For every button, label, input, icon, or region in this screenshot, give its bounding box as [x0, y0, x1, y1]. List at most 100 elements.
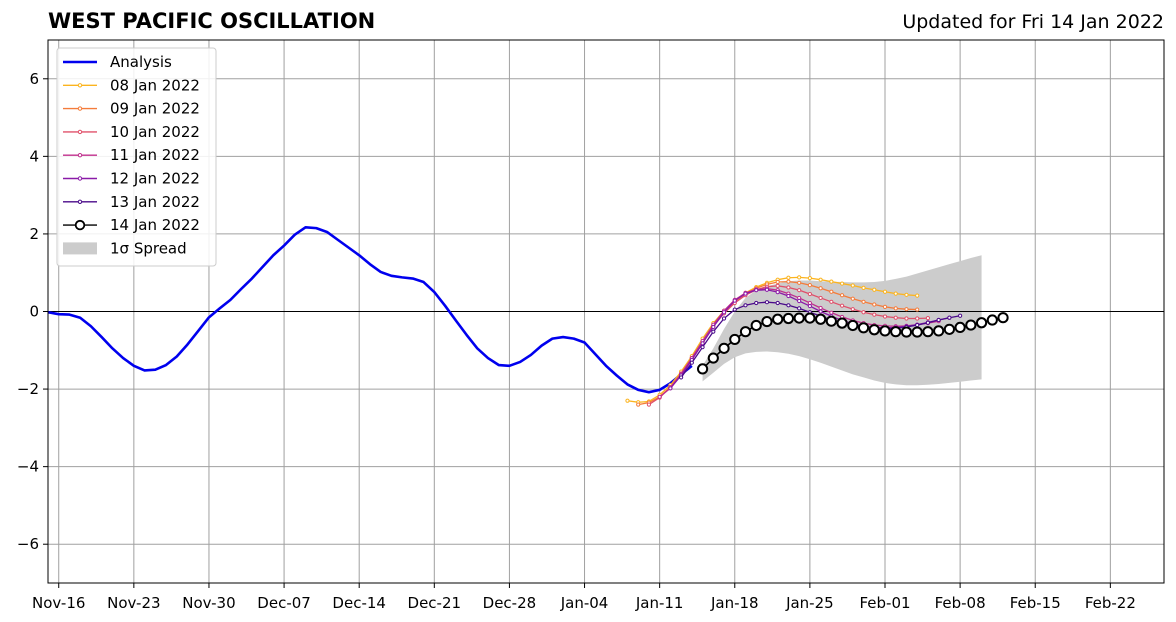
x-tick-label: Feb-01 [859, 594, 910, 612]
legend: Analysis 08 Jan 2022 09 Jan 2022 10 Jan 202… [56, 47, 217, 267]
legend-label: 13 Jan 2022 [110, 193, 200, 211]
forecast-point [718, 342, 730, 354]
data-layer [47, 226, 1164, 407]
forecast-point [829, 310, 834, 315]
forecast-point [657, 394, 662, 399]
forecast-point [700, 345, 705, 350]
forecast-point [786, 303, 791, 308]
forecast-point [786, 293, 791, 299]
forecast-line [627, 276, 918, 403]
forecast-point [847, 319, 859, 332]
forecast-point [807, 283, 812, 288]
forecast-point [761, 315, 773, 328]
forecast-point [782, 312, 795, 325]
x-tick-label: Nov-16 [32, 594, 85, 612]
forecast-point [818, 295, 823, 301]
x-tick-label: Dec-28 [483, 594, 537, 612]
forecast-point [668, 386, 673, 391]
forecast-point [943, 323, 955, 335]
x-tick-label: Dec-21 [408, 594, 462, 612]
legend-label: Analysis [110, 53, 172, 71]
forecast-point [839, 281, 845, 286]
forecast-point [839, 303, 845, 308]
forecast-point [775, 290, 780, 295]
forecast-point [872, 302, 877, 307]
y-tick-label: 0 [29, 303, 39, 321]
forecast-series [696, 312, 1009, 375]
forecast-point [764, 300, 770, 305]
forecast-point [732, 298, 737, 303]
forecast-point [797, 280, 802, 285]
forecast-point [797, 275, 802, 280]
forecast-point [882, 304, 888, 309]
legend-marker [77, 176, 83, 181]
x-tick-label: Jan-18 [710, 594, 759, 612]
page-title: WEST PACIFIC OSCILLATION [48, 9, 376, 33]
axis-layer: Nov-16 Nov-23 Nov-30 Dec-07 Dec-14 Dec-21 Dec-… [17, 39, 1165, 612]
forecast-point [915, 316, 920, 321]
forecast-point [786, 275, 791, 280]
forecast-point [797, 306, 802, 311]
forecast-point [868, 324, 880, 336]
forecast-point [825, 315, 837, 327]
forecast-point [861, 299, 866, 304]
forecast-point [915, 293, 920, 298]
forecast-point [829, 299, 834, 304]
x-tick-label: Jan-11 [635, 594, 684, 612]
forecast-point [775, 279, 780, 285]
forecast-point [793, 312, 805, 324]
forecast-point [986, 314, 998, 326]
forecast-point [933, 325, 945, 337]
forecast-point [861, 285, 866, 290]
forecast-point [743, 291, 748, 296]
forecast-point [764, 287, 770, 292]
forecast-point [958, 313, 963, 318]
forecast-point [890, 326, 902, 338]
forecast-point [750, 319, 762, 332]
forecast-point [839, 293, 845, 298]
forecast-point [904, 292, 909, 297]
forecast-point [915, 307, 920, 312]
forecast-point [818, 309, 823, 314]
forecast-point [936, 317, 941, 323]
legend-marker [74, 219, 86, 231]
forecast-point [729, 333, 741, 346]
forecast-point [707, 352, 719, 364]
forecast-point [882, 289, 888, 294]
y-tick-label: 6 [29, 70, 39, 88]
forecast-point [850, 307, 855, 312]
forecast-point [625, 398, 630, 403]
forecast-point [829, 279, 834, 284]
y-tick-label: 4 [29, 147, 39, 165]
forecast-point [689, 360, 694, 365]
forecast-point [807, 303, 812, 309]
forecast-point [646, 402, 652, 407]
analysis-line [47, 226, 693, 394]
forecast-point [804, 312, 816, 324]
forecast-point [739, 326, 752, 338]
forecast-point [711, 329, 716, 334]
forecast-point [975, 317, 988, 329]
forecast-point [857, 322, 870, 334]
legend-label: 10 Jan 2022 [110, 123, 200, 141]
forecast-point [797, 298, 802, 304]
legend-marker [77, 199, 83, 205]
legend-box [56, 47, 217, 267]
forecast-point [786, 279, 791, 284]
legend-label: 14 Jan 2022 [110, 216, 200, 234]
x-tick-label: Dec-14 [332, 594, 386, 612]
legend-label: 08 Jan 2022 [110, 76, 200, 94]
forecast-point [954, 321, 966, 334]
legend-label: 1σ Spread [110, 239, 187, 257]
forecast-point [732, 307, 737, 312]
forecast-point [818, 305, 823, 311]
forecast-point [818, 277, 823, 282]
legend-label: 12 Jan 2022 [110, 170, 200, 188]
forecast-point [861, 310, 866, 315]
forecast-point [922, 326, 934, 338]
x-tick-label: Nov-23 [107, 594, 160, 612]
forecast-point [893, 291, 898, 296]
legend-label: 11 Jan 2022 [110, 146, 200, 164]
forecast-point [679, 375, 684, 380]
